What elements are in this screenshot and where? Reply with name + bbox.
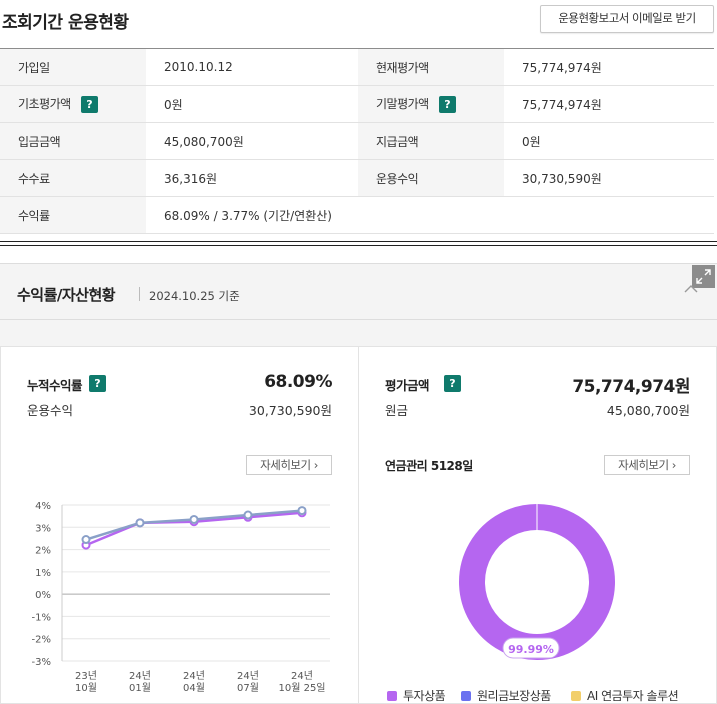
- data-point: [81, 535, 91, 545]
- label-opening-value: 기초평가액?: [0, 85, 146, 123]
- data-label-bubble: [502, 637, 560, 659]
- label-return-rate: 수익률: [0, 196, 146, 234]
- divider: [139, 287, 140, 301]
- legend-item: 투자상품: [387, 687, 446, 704]
- x-tick-label: 24년 07월: [237, 670, 259, 694]
- data-label: 99.99%: [508, 643, 554, 656]
- profit-value: 30,730,590원: [248, 403, 332, 418]
- asset-donut-chart: 99.99%: [459, 503, 615, 660]
- asset-panel: 평가금액 ? 75,774,974원 원금 45,080,700원 연금관리 5…: [358, 346, 717, 704]
- y-tick-label: 1%: [35, 568, 51, 579]
- cum-return-value: 68.09%: [264, 372, 332, 392]
- label-join-date: 가입일: [0, 48, 146, 86]
- label-current-value: 현재평가액: [358, 48, 504, 86]
- y-tick-label: 3%: [35, 523, 51, 534]
- x-tick-line: 24년: [129, 670, 151, 682]
- table-row: 입금금액 45,080,700원 지급금액 0원: [0, 122, 714, 160]
- value-deposit: 45,080,700원: [146, 122, 358, 160]
- base-date: 2024.10.25 기준: [149, 289, 240, 303]
- value-join-date: 2010.10.12: [146, 48, 358, 86]
- donut-slice: [459, 504, 615, 660]
- x-tick-label: 24년 10월 25일: [278, 670, 325, 694]
- divider: [0, 319, 717, 320]
- table-row: 수익률 68.09% / 3.77% (기간/연환산): [0, 196, 714, 234]
- report-header: 조회기간 운용현황 운용현황보고서 이메일로 받기: [0, 0, 717, 40]
- y-tick-label: 2%: [35, 546, 51, 557]
- data-point: [135, 518, 145, 528]
- label-payout: 지급금액: [358, 122, 504, 160]
- value-profit: 30,730,590원: [504, 159, 714, 197]
- x-tick-label: 23년 10월: [75, 670, 97, 694]
- label-deposit: 입금금액: [0, 122, 146, 160]
- table-row: 가입일 2010.10.12 현재평가액 75,774,974원: [0, 48, 714, 86]
- x-tick-line: 01월: [129, 682, 151, 694]
- value-opening-value: 0원: [146, 85, 358, 123]
- x-tick-label: 24년 01월: [129, 670, 151, 694]
- cum-return-label: 누적수익률: [27, 378, 83, 393]
- returns-assets-section: 수익률/자산현황 2024.10.25 기준 누적수익률 ? 68.09% 운용…: [0, 263, 717, 704]
- x-tick-line: 07월: [237, 682, 259, 694]
- x-tick-line: 10월: [75, 682, 97, 694]
- x-tick-line: 04월: [183, 682, 205, 694]
- section-title: 수익률/자산현황: [17, 286, 116, 304]
- return-panel: 누적수익률 ? 68.09% 운용수익 30,730,590원 자세히보기 › …: [0, 346, 359, 704]
- x-tick-line: 24년: [291, 670, 313, 682]
- detail-button[interactable]: 자세히보기 ›: [604, 455, 690, 475]
- principal-value: 45,080,700원: [606, 403, 690, 418]
- legend-swatch: [461, 691, 471, 701]
- label-profit: 운용수익: [358, 159, 504, 197]
- summary-table: 가입일 2010.10.12 현재평가액 75,774,974원 기초평가액? …: [0, 48, 714, 234]
- legend-swatch: [571, 691, 581, 701]
- value-return-rate: 68.09% / 3.77% (기간/연환산): [146, 196, 714, 234]
- divider: [0, 245, 717, 246]
- label-closing-value: 기말평가액?: [358, 85, 504, 123]
- x-tick-line: 24년: [237, 670, 259, 682]
- legend-item: AI 연금투자 솔루션: [571, 687, 679, 704]
- y-tick-label: -1%: [32, 612, 51, 623]
- x-tick-label: 24년 04월: [183, 670, 205, 694]
- principal-label: 원금: [385, 403, 409, 418]
- help-icon[interactable]: ?: [89, 375, 106, 392]
- legend-label: 원리금보장상품: [477, 689, 551, 703]
- value-fee: 36,316원: [146, 159, 358, 197]
- help-icon[interactable]: ?: [438, 96, 456, 113]
- y-tick-label: -2%: [32, 635, 51, 646]
- table-row: 수수료 36,316원 운용수익 30,730,590원: [0, 159, 714, 197]
- detail-button-label: 자세히보기: [260, 458, 311, 472]
- x-tick-line: 10월 25일: [278, 682, 325, 694]
- detail-button-label: 자세히보기: [618, 458, 669, 472]
- page-title: 조회기간 운용현황: [2, 13, 129, 33]
- y-tick-label: 4%: [35, 501, 51, 512]
- y-tick-label: 0%: [35, 590, 51, 601]
- value-payout: 0원: [504, 122, 714, 160]
- detail-button[interactable]: 자세히보기 ›: [246, 455, 332, 475]
- help-icon[interactable]: ?: [80, 96, 98, 113]
- data-point: [189, 514, 199, 524]
- expand-icon[interactable]: [692, 265, 715, 288]
- legend-label: AI 연금투자 솔루션: [587, 689, 679, 703]
- pension-days: 연금관리 5128일: [385, 459, 473, 473]
- value-current-value: 75,774,974원: [504, 48, 714, 86]
- legend-label: 투자상품: [403, 689, 446, 703]
- profit-label: 운용수익: [27, 403, 74, 418]
- chevron-up-icon[interactable]: [684, 284, 698, 294]
- table-row: 기초평가액? 0원 기말평가액? 75,774,974원: [0, 85, 714, 123]
- data-point: [243, 510, 253, 520]
- legend-item: 원리금보장상품: [461, 687, 551, 704]
- y-tick-label: -3%: [32, 657, 51, 668]
- eval-value: 75,774,974원: [572, 377, 690, 397]
- data-point: [297, 506, 307, 516]
- x-tick-line: 24년: [183, 670, 205, 682]
- x-tick-line: 23년: [75, 670, 97, 682]
- label-fee: 수수료: [0, 159, 146, 197]
- value-closing-value: 75,774,974원: [504, 85, 714, 123]
- email-report-button[interactable]: 운용현황보고서 이메일로 받기: [540, 5, 714, 33]
- legend-swatch: [387, 691, 397, 701]
- help-icon[interactable]: ?: [444, 375, 461, 392]
- eval-label: 평가금액: [385, 378, 430, 393]
- divider: [0, 241, 717, 242]
